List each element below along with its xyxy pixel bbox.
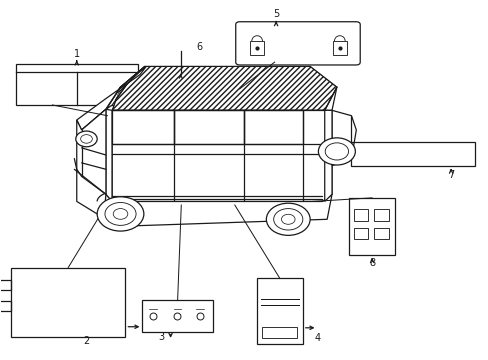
- Bar: [273, 163, 287, 167]
- Polygon shape: [112, 111, 331, 202]
- Polygon shape: [77, 66, 146, 130]
- Bar: [353, 228, 368, 239]
- FancyBboxPatch shape: [235, 22, 360, 65]
- Text: 2: 2: [83, 336, 89, 346]
- Bar: [373, 209, 388, 221]
- Text: 6: 6: [197, 42, 203, 51]
- Bar: [210, 163, 224, 167]
- Bar: [348, 198, 394, 255]
- Bar: [353, 209, 368, 221]
- Circle shape: [266, 203, 309, 235]
- Bar: [256, 278, 302, 344]
- Bar: [173, 82, 186, 89]
- Bar: [169, 74, 192, 93]
- Bar: [11, 267, 125, 337]
- Bar: [351, 143, 474, 166]
- Bar: [0, 280, 11, 290]
- Text: 1: 1: [74, 49, 80, 59]
- Polygon shape: [77, 109, 106, 194]
- Text: 3: 3: [159, 332, 164, 342]
- Polygon shape: [106, 66, 144, 109]
- Bar: [332, 41, 346, 55]
- Circle shape: [76, 131, 97, 147]
- Polygon shape: [112, 66, 336, 111]
- Bar: [142, 163, 157, 167]
- Bar: [262, 327, 296, 338]
- Bar: [373, 228, 388, 239]
- Polygon shape: [324, 111, 331, 202]
- Polygon shape: [103, 194, 331, 226]
- Polygon shape: [106, 109, 112, 202]
- Circle shape: [318, 138, 355, 165]
- Bar: [16, 64, 137, 105]
- Text: 4: 4: [314, 333, 321, 343]
- Bar: [250, 41, 264, 55]
- Bar: [142, 300, 212, 332]
- Bar: [0, 301, 11, 311]
- Text: 7: 7: [447, 170, 453, 180]
- Circle shape: [97, 197, 143, 231]
- Text: 5: 5: [272, 9, 279, 19]
- Text: 8: 8: [368, 258, 374, 268]
